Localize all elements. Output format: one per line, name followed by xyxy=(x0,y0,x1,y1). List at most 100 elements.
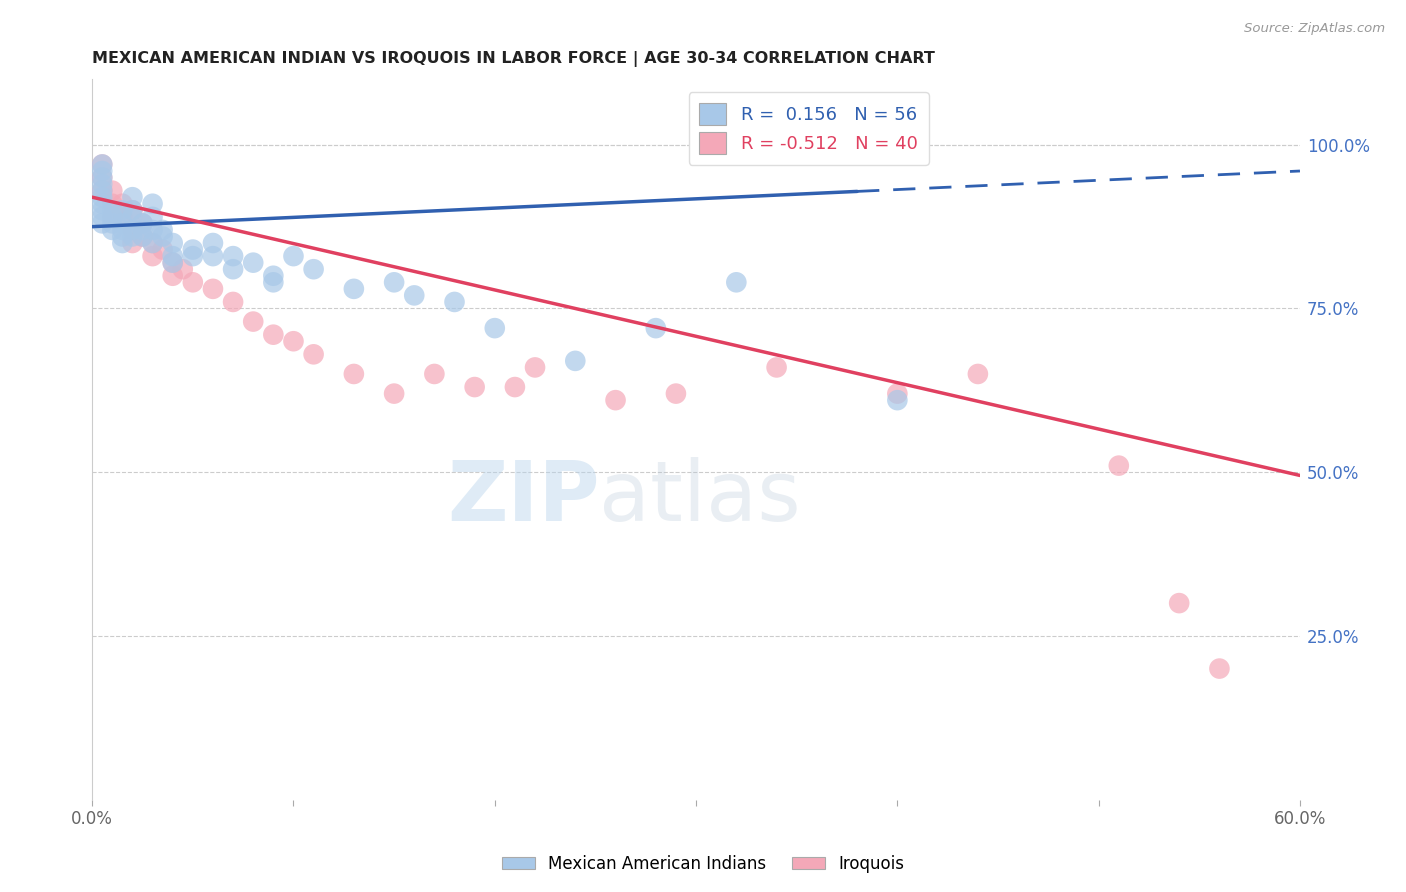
Point xyxy=(142,223,165,237)
Point xyxy=(111,216,134,230)
Point xyxy=(302,262,325,277)
Point xyxy=(121,235,143,250)
Point xyxy=(886,393,908,408)
Point xyxy=(91,190,114,204)
Point xyxy=(443,295,465,310)
Point xyxy=(131,223,153,237)
Text: atlas: atlas xyxy=(599,457,801,538)
Point xyxy=(91,177,114,191)
Point xyxy=(121,190,143,204)
Point xyxy=(91,184,114,198)
Point xyxy=(765,360,787,375)
Point xyxy=(121,210,143,224)
Point xyxy=(152,229,174,244)
Point xyxy=(111,196,134,211)
Point xyxy=(423,367,446,381)
Point xyxy=(343,282,366,296)
Point xyxy=(484,321,506,335)
Point xyxy=(91,164,114,178)
Point xyxy=(111,229,134,244)
Point xyxy=(142,249,165,263)
Point xyxy=(644,321,666,335)
Point xyxy=(404,288,426,302)
Point xyxy=(111,235,134,250)
Point xyxy=(91,170,114,185)
Point xyxy=(142,235,165,250)
Text: MEXICAN AMERICAN INDIAN VS IROQUOIS IN LABOR FORCE | AGE 30-34 CORRELATION CHART: MEXICAN AMERICAN INDIAN VS IROQUOIS IN L… xyxy=(93,51,935,67)
Point xyxy=(262,327,284,342)
Point xyxy=(283,334,305,349)
Point xyxy=(101,216,124,230)
Point xyxy=(101,203,124,218)
Point xyxy=(242,255,264,269)
Legend: R =  0.156   N = 56, R = -0.512   N = 40: R = 0.156 N = 56, R = -0.512 N = 40 xyxy=(689,92,928,165)
Point xyxy=(162,255,184,269)
Point xyxy=(967,367,990,381)
Point xyxy=(162,249,184,263)
Text: Source: ZipAtlas.com: Source: ZipAtlas.com xyxy=(1244,22,1385,36)
Point xyxy=(283,249,305,263)
Point xyxy=(121,229,143,244)
Point xyxy=(121,223,143,237)
Point xyxy=(101,184,124,198)
Point xyxy=(181,275,204,289)
Point xyxy=(886,386,908,401)
Point xyxy=(121,223,143,237)
Point xyxy=(142,235,165,250)
Point xyxy=(1168,596,1191,610)
Point xyxy=(1208,662,1230,676)
Point xyxy=(503,380,526,394)
Point xyxy=(201,282,224,296)
Point xyxy=(725,275,748,289)
Point xyxy=(181,249,204,263)
Point xyxy=(91,210,114,224)
Point xyxy=(222,262,245,277)
Point xyxy=(111,203,134,218)
Point xyxy=(121,203,143,218)
Point xyxy=(152,243,174,257)
Point xyxy=(665,386,688,401)
Point xyxy=(101,223,124,237)
Point xyxy=(242,315,264,329)
Point xyxy=(91,216,114,230)
Point xyxy=(222,249,245,263)
Legend: Mexican American Indians, Iroquois: Mexican American Indians, Iroquois xyxy=(495,848,911,880)
Point xyxy=(91,196,114,211)
Point xyxy=(111,210,134,224)
Point xyxy=(343,367,366,381)
Point xyxy=(101,210,124,224)
Point xyxy=(91,170,114,185)
Point xyxy=(131,229,153,244)
Point xyxy=(131,216,153,230)
Point xyxy=(262,268,284,283)
Text: ZIP: ZIP xyxy=(447,457,599,538)
Point xyxy=(464,380,486,394)
Point xyxy=(222,295,245,310)
Point xyxy=(101,196,124,211)
Point xyxy=(91,184,114,198)
Point xyxy=(524,360,547,375)
Point xyxy=(564,354,586,368)
Point xyxy=(1108,458,1130,473)
Point xyxy=(382,386,405,401)
Point xyxy=(131,216,153,230)
Point xyxy=(302,347,325,361)
Point xyxy=(201,249,224,263)
Point xyxy=(181,243,204,257)
Point xyxy=(162,255,184,269)
Point xyxy=(162,268,184,283)
Point xyxy=(131,229,153,244)
Point xyxy=(152,223,174,237)
Point xyxy=(121,203,143,218)
Point xyxy=(142,196,165,211)
Point xyxy=(101,210,124,224)
Point xyxy=(382,275,405,289)
Point xyxy=(201,235,224,250)
Point xyxy=(605,393,627,408)
Point xyxy=(91,157,114,171)
Point xyxy=(262,275,284,289)
Point xyxy=(91,203,114,218)
Point xyxy=(172,262,194,277)
Point xyxy=(91,157,114,171)
Point xyxy=(142,210,165,224)
